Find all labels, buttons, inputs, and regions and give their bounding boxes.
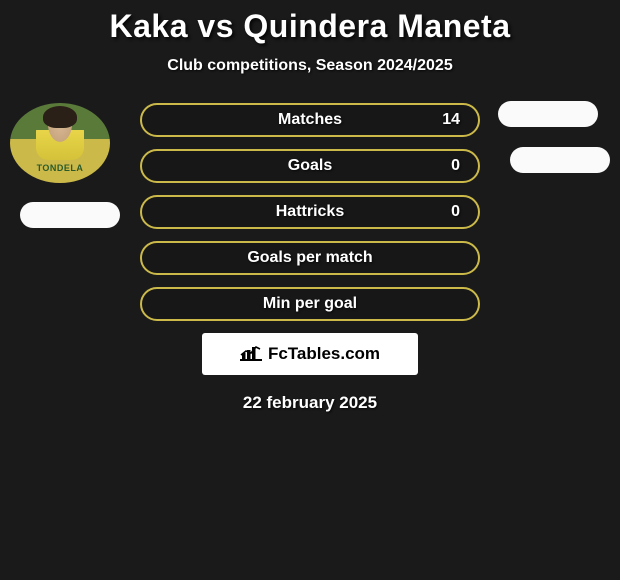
player-left-avatar: TONDELA <box>10 103 110 183</box>
stat-row-goals: Goals 0 <box>140 149 480 183</box>
player-right-avatar-pill <box>498 101 598 127</box>
stat-value: 14 <box>442 111 460 129</box>
generation-date: 22 february 2025 <box>0 393 620 413</box>
stat-row-hattricks: Hattricks 0 <box>140 195 480 229</box>
comparison-area: TONDELA Matches 14 Goals 0 Hattricks 0 G… <box>0 103 620 413</box>
stat-rows: Matches 14 Goals 0 Hattricks 0 Goals per… <box>140 103 480 321</box>
stat-label: Hattricks <box>276 203 344 221</box>
player-right-name-pill <box>510 147 610 173</box>
stat-value: 0 <box>451 157 460 175</box>
stat-label: Matches <box>278 111 342 129</box>
stat-row-goals-per-match: Goals per match <box>140 241 480 275</box>
branding-chart-icon <box>240 345 262 363</box>
branding-badge: FcTables.com <box>202 333 418 375</box>
stat-row-min-per-goal: Min per goal <box>140 287 480 321</box>
stat-value: 0 <box>451 203 460 221</box>
player-left-name-pill <box>20 202 120 228</box>
stat-row-matches: Matches 14 <box>140 103 480 137</box>
avatar-hair-shape <box>43 106 77 128</box>
stat-label: Goals <box>288 157 332 175</box>
player-left-club-label: TONDELA <box>37 163 84 173</box>
branding-text: FcTables.com <box>268 344 380 364</box>
stat-label: Min per goal <box>263 295 357 313</box>
page-subtitle: Club competitions, Season 2024/2025 <box>0 57 620 75</box>
stat-label: Goals per match <box>247 249 372 267</box>
page-title: Kaka vs Quindera Maneta <box>0 0 620 45</box>
